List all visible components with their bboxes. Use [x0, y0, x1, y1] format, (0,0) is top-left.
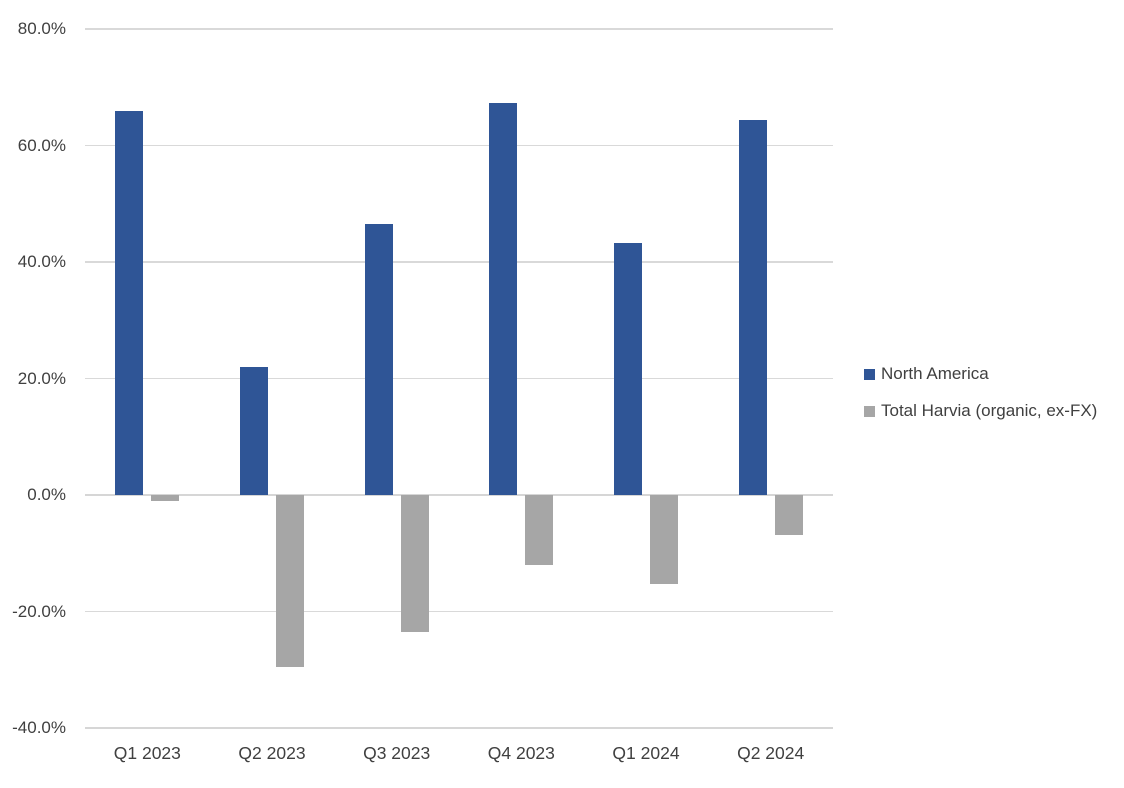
x-axis-label-q4-2023: Q4 2023 [487, 743, 555, 763]
bar-total-harvia-organic-ex-fx-q2-2023 [276, 495, 304, 668]
y-axis-label-80.0%: 80.0% [17, 19, 66, 38]
bar-total-harvia-organic-ex-fx-q3-2023 [400, 495, 429, 632]
legend-label-total-harvia: Total Harvia (organic, ex-FX) [881, 401, 1098, 420]
x-axis-label-q1-2023: Q1 2023 [113, 743, 181, 763]
y-axis-label-40.0%: 40.0% [17, 252, 66, 271]
gridline-60.0% [85, 144, 833, 147]
y-axis-label-0.0%: 0.0% [27, 485, 66, 504]
legend: North America Total Harvia (organic, ex-… [864, 363, 1097, 437]
gridline-0.0% [85, 493, 833, 497]
x-axis-label-q2-2024: Q2 2024 [737, 743, 805, 763]
x-axis-label-q1-2024: Q1 2024 [612, 743, 680, 763]
y-axis-label--20.0%: -20.0% [12, 601, 66, 621]
legend-item-total-harvia: Total Harvia (organic, ex-FX) [864, 400, 1097, 422]
bar-total-harvia-organic-ex-fx-q2-2024 [774, 495, 803, 535]
bar-total-harvia-organic-ex-fx-q1-2024 [650, 495, 678, 584]
legend-label-north-america: North America [881, 364, 989, 383]
gridline-40.0% [85, 261, 833, 263]
gridline-20.0% [85, 377, 833, 380]
gridline-80.0% [85, 28, 833, 30]
bar-north-america-q1-2024 [614, 242, 642, 495]
bar-total-harvia-organic-ex-fx-q4-2023 [525, 495, 554, 566]
x-axis-label-q2-2023: Q2 2023 [238, 743, 306, 763]
y-axis-label-60.0%: 60.0% [17, 135, 66, 155]
x-axis-label-q3-2023: Q3 2023 [363, 743, 431, 763]
bar-north-america-q2-2023 [240, 367, 268, 495]
y-axis-label-20.0%: 20.0% [17, 368, 66, 388]
gridline--40.0% [85, 726, 833, 730]
bar-total-harvia-organic-ex-fx-q1-2023 [151, 495, 180, 501]
legend-swatch-north-america [864, 368, 875, 380]
legend-swatch-total-harvia [864, 405, 875, 417]
gridline--20.0% [85, 610, 833, 613]
bar-north-america-q2-2024 [738, 119, 767, 495]
y-axis-label--40.0%: -40.0% [12, 718, 66, 737]
bar-north-america-q4-2023 [489, 102, 518, 495]
legend-item-north-america: North America [864, 363, 1097, 385]
bar-north-america-q3-2023 [364, 223, 393, 495]
bar-north-america-q1-2023 [115, 110, 144, 495]
